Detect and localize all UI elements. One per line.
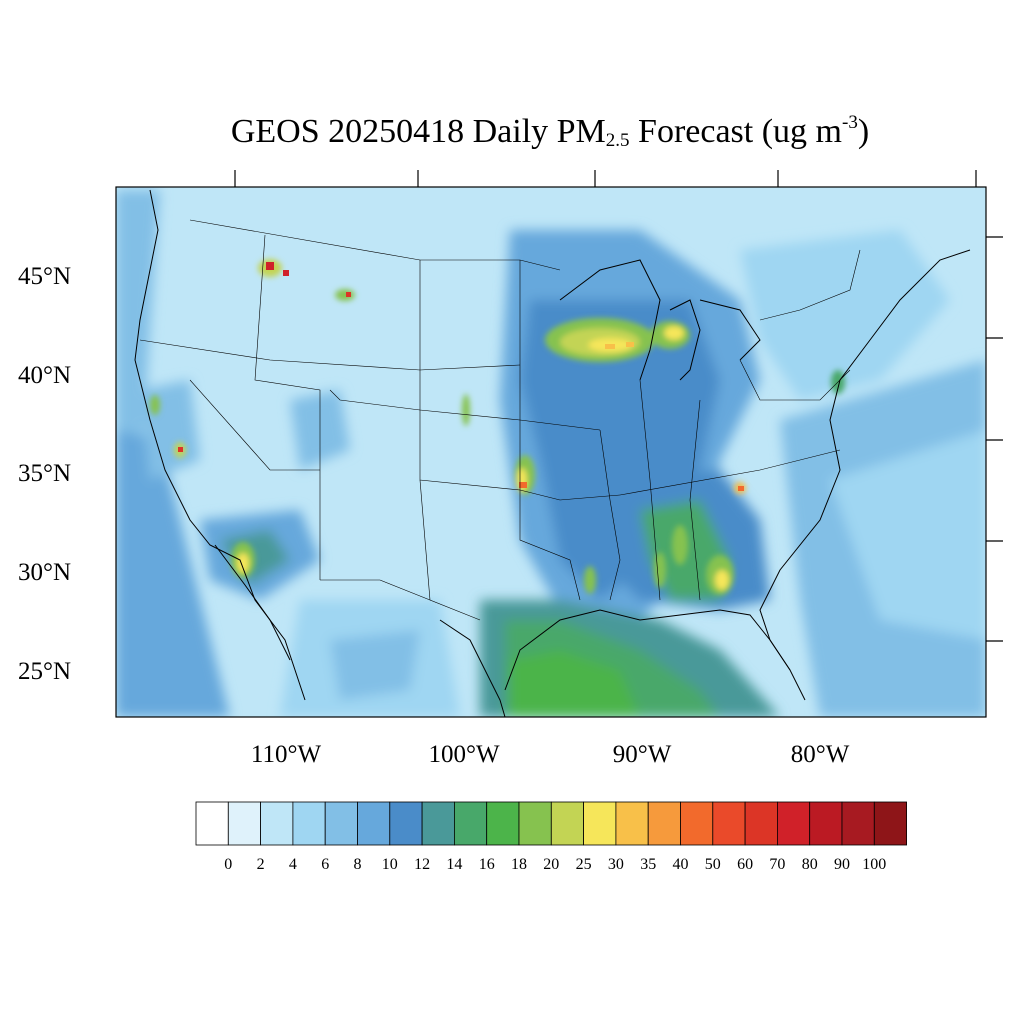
hotspot-peaks: [178, 262, 744, 491]
colorbar-swatch: [615, 801, 649, 846]
colorbar-label: 10: [382, 856, 398, 873]
colorbar-swatch: [873, 801, 907, 846]
lat-label-30n: 30°N: [18, 559, 71, 586]
colorbar-label: 2: [257, 856, 265, 873]
map-title: GEOS 20250418 Daily PM2.5 Forecast (ug m…: [0, 112, 1024, 152]
lon-label-80w: 80°W: [791, 741, 850, 768]
colorbar-swatch: [195, 801, 229, 846]
colorbar-swatch: [421, 801, 455, 846]
colorbar-swatch: [357, 801, 391, 846]
colorbar-label: 16: [479, 856, 495, 873]
title-prefix: GEOS 20250418 Daily PM: [230, 113, 606, 150]
colorbar-label: 90: [834, 856, 850, 873]
colorbar-swatch: [712, 801, 746, 846]
coastlines: [134, 189, 971, 717]
colorbar-label: 8: [354, 856, 362, 873]
colorbar-label: 100: [862, 856, 886, 873]
colorbar-label: 80: [802, 856, 818, 873]
tick-marks: [234, 170, 1003, 642]
colorbar-label: 40: [673, 856, 689, 873]
map-frame: [115, 186, 987, 718]
colorbar-swatch: [777, 801, 811, 846]
colorbar-swatch: [583, 801, 617, 846]
colorbar-swatch: [260, 801, 294, 846]
colorbar-label: 4: [289, 856, 297, 873]
concentration-field: [116, 190, 986, 717]
colorbar-swatch: [841, 801, 875, 846]
lat-label-45n: 45°N: [18, 263, 71, 290]
colorbar-swatch: [809, 801, 843, 846]
lat-label-40n: 40°N: [18, 362, 71, 389]
colorbar-swatch: [292, 801, 326, 846]
colorbar-label: 35: [640, 856, 656, 873]
colorbar-label: 6: [321, 856, 329, 873]
lat-label-25n: 25°N: [18, 658, 71, 685]
lon-label-90w: 90°W: [613, 741, 672, 768]
colorbar-swatch: [680, 801, 714, 846]
colorbar: 0 2 4 6 8 10 12 14 16 18 20 25 30 35 40 50 60 70 80 90 100: [195, 801, 907, 873]
colorbar-label: 18: [511, 856, 527, 873]
colorbar-label: 25: [576, 856, 592, 873]
colorbar-label: 0: [224, 856, 232, 873]
title-superscript: -3: [842, 112, 858, 133]
lon-label-110w: 110°W: [251, 741, 322, 768]
colorbar-swatch: [744, 801, 778, 846]
colorbar-swatch: [486, 801, 520, 846]
colorbar-label: 20: [543, 856, 559, 873]
title-middle: Forecast (ug m: [629, 113, 842, 150]
lon-label-100w: 100°W: [428, 741, 499, 768]
colorbar-swatch: [453, 801, 488, 846]
state-borders: [139, 219, 861, 621]
colorbar-label: 14: [446, 856, 462, 873]
colorbar-swatch: [518, 801, 552, 846]
lat-label-35n: 35°N: [18, 460, 71, 487]
colorbar-swatch: [227, 801, 262, 846]
colorbar-label: 30: [608, 856, 624, 873]
colorbar-label: 70: [769, 856, 785, 873]
colorbar-swatch: [389, 801, 423, 846]
map-panel: [116, 187, 986, 717]
title-subscript: 2.5: [605, 130, 630, 151]
colorbar-label: 50: [705, 856, 721, 873]
colorbar-swatch: [647, 801, 681, 846]
title-suffix: ): [857, 113, 870, 150]
colorbar-label: 60: [737, 856, 753, 873]
colorbar-swatch: [550, 801, 584, 846]
colorbar-swatch: [324, 801, 358, 846]
colorbar-label: 12: [414, 856, 430, 873]
